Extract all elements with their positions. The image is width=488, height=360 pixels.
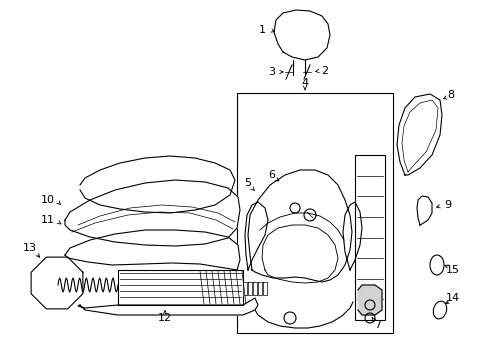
Polygon shape [416, 196, 431, 225]
Polygon shape [78, 298, 258, 315]
Text: 8: 8 [447, 90, 454, 100]
Polygon shape [243, 282, 246, 295]
Polygon shape [252, 282, 257, 295]
Polygon shape [80, 156, 235, 213]
Text: 9: 9 [444, 200, 450, 210]
Polygon shape [396, 94, 441, 175]
Text: 7: 7 [374, 320, 381, 330]
Text: 15: 15 [445, 265, 459, 275]
Polygon shape [65, 230, 240, 270]
Text: 2: 2 [321, 66, 328, 76]
Text: 12: 12 [158, 313, 172, 323]
Bar [354, 155, 384, 320]
Polygon shape [342, 202, 361, 270]
Text: 14: 14 [445, 293, 459, 303]
Polygon shape [247, 170, 351, 282]
Text: 1: 1 [258, 25, 265, 35]
Polygon shape [244, 202, 267, 270]
Text: 3: 3 [268, 67, 275, 77]
Bar [237, 93, 392, 333]
Text: 6: 6 [268, 170, 275, 180]
Polygon shape [118, 270, 243, 305]
Polygon shape [273, 10, 329, 60]
Text: 4: 4 [301, 78, 308, 88]
Text: 11: 11 [41, 215, 55, 225]
Polygon shape [65, 180, 240, 246]
Text: 10: 10 [41, 195, 55, 205]
Text: 5: 5 [244, 178, 251, 188]
Polygon shape [258, 282, 262, 295]
Polygon shape [31, 257, 82, 309]
Polygon shape [247, 282, 251, 295]
Text: 13: 13 [23, 243, 37, 253]
Polygon shape [263, 282, 266, 295]
Polygon shape [357, 285, 381, 315]
